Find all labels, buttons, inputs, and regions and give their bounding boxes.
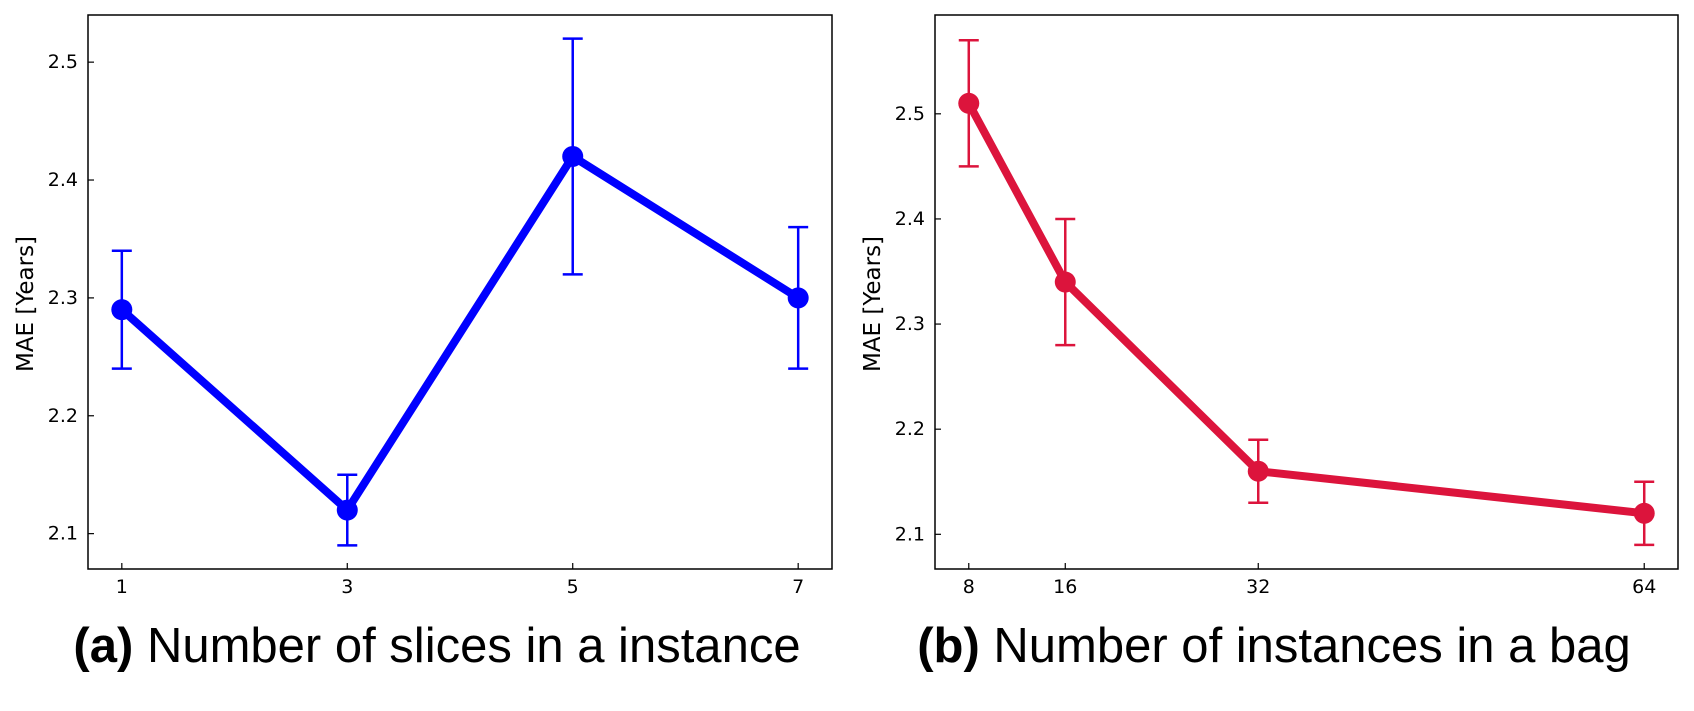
y-tick-label: 2.3 — [895, 313, 925, 335]
x-tick-label: 1 — [116, 576, 128, 598]
caption-b-label: (b) — [917, 619, 980, 673]
y-tick-label: 2.5 — [895, 103, 925, 125]
y-tick-label: 2.4 — [895, 208, 925, 230]
data-point — [787, 287, 809, 309]
y-tick-label: 2.3 — [48, 287, 78, 309]
y-axis-label: MAE [Years] — [860, 236, 886, 372]
caption-a-text: Number of slices in a instance — [146, 619, 801, 673]
data-point — [1247, 460, 1269, 482]
chart-panel-a: 2.1 2.2 2.3 2.4 2.5 1 3 5 7 MAE [Years] — [13, 14, 833, 598]
data-point — [958, 92, 980, 114]
data-point — [336, 499, 358, 521]
x-tick-label: 32 — [1246, 576, 1270, 598]
caption-a: (a) Number of slices in a instance — [73, 622, 800, 671]
caption-b: (b) Number of instances in a bag — [917, 622, 1631, 671]
x-tick-label: 5 — [567, 576, 579, 598]
series-line — [119, 152, 801, 515]
x-tick-label: 64 — [1632, 576, 1656, 598]
plot-frame — [87, 14, 833, 570]
y-tick-label: 2.2 — [48, 405, 78, 427]
data-point — [111, 299, 133, 321]
caption-a-label: (a) — [73, 619, 134, 673]
x-tick-label: 3 — [341, 576, 353, 598]
y-tick-label: 2.1 — [48, 523, 78, 545]
x-tick-label: 16 — [1053, 576, 1077, 598]
plot-frame — [934, 14, 1679, 570]
x-tick-label: 7 — [792, 576, 804, 598]
y-tick-label: 2.5 — [48, 51, 78, 73]
series-line — [965, 101, 1645, 518]
data-point — [562, 145, 584, 167]
y-axis-label: MAE [Years] — [13, 236, 39, 372]
caption-b-text: Number of instances in a bag — [993, 619, 1631, 673]
data-point — [1633, 502, 1655, 524]
chart-panel-b: 2.1 2.2 2.3 2.4 2.5 8 16 32 64 MAE [Years] — [860, 14, 1679, 598]
x-tick-label: 8 — [963, 576, 975, 598]
y-tick-label: 2.4 — [48, 169, 78, 191]
y-tick-label: 2.2 — [895, 418, 925, 440]
y-tick-label: 2.1 — [895, 523, 925, 545]
data-point — [1054, 271, 1076, 293]
